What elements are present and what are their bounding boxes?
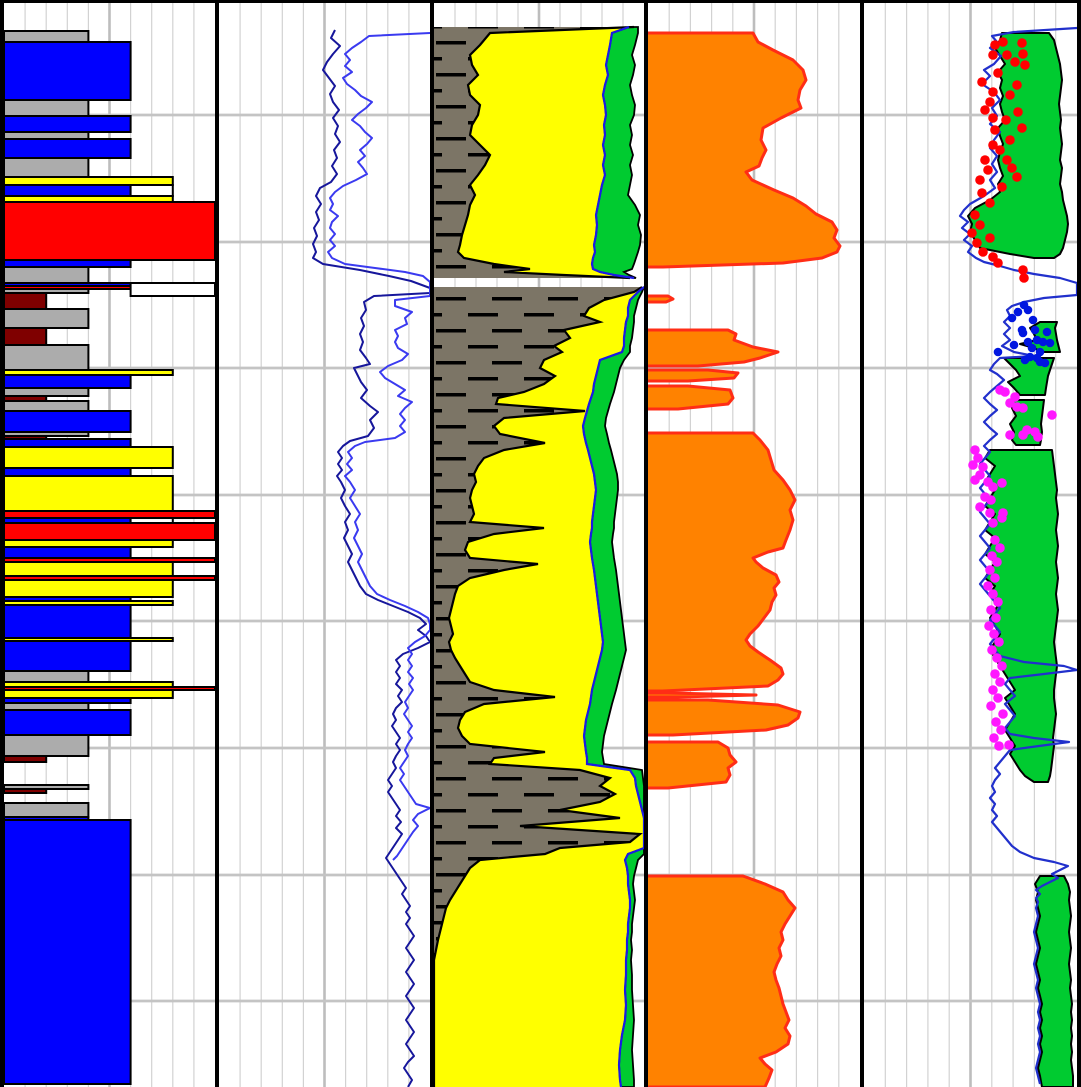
track-facies-column bbox=[4, 3, 215, 1087]
facies-column-svg bbox=[4, 3, 215, 1087]
track-lithology-volumes bbox=[434, 3, 644, 1087]
lithology-volumes-svg bbox=[434, 3, 644, 1087]
track-porosity-scatter bbox=[864, 3, 1077, 1087]
resistivity-curves-svg bbox=[219, 3, 430, 1087]
track-resistivity-curves bbox=[219, 3, 430, 1087]
track-saturation-fill bbox=[648, 3, 860, 1087]
saturation-fill-svg bbox=[648, 3, 860, 1087]
porosity-track-svg bbox=[864, 3, 1077, 1087]
